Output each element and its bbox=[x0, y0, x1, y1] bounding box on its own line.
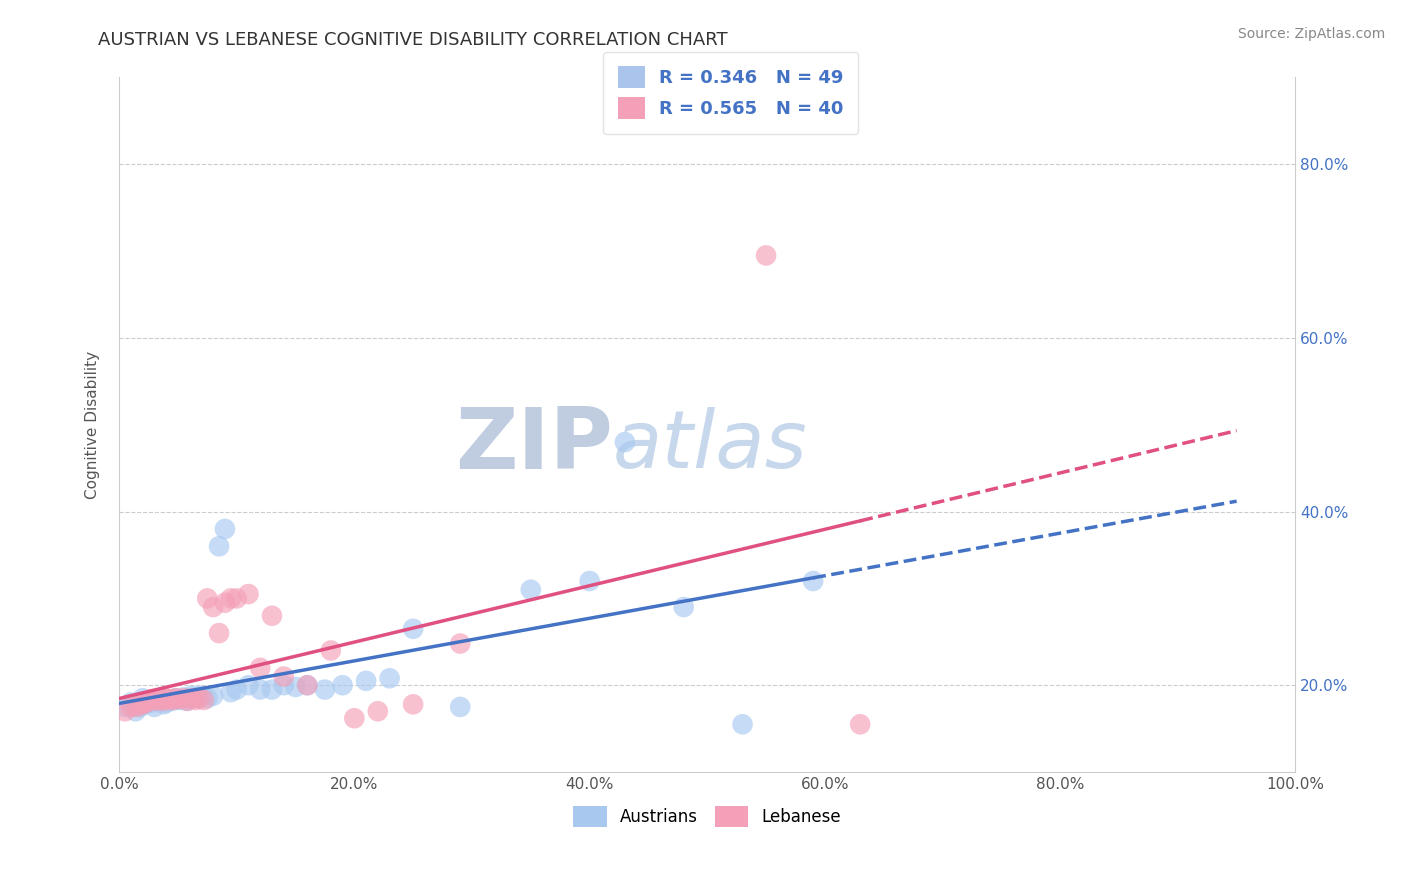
Point bbox=[125, 700, 148, 714]
Point bbox=[176, 694, 198, 708]
Point bbox=[225, 682, 247, 697]
Point bbox=[124, 704, 146, 718]
Point bbox=[155, 696, 177, 710]
Point bbox=[190, 689, 212, 703]
Point bbox=[214, 522, 236, 536]
Point bbox=[169, 693, 191, 707]
Point bbox=[138, 694, 160, 708]
Point bbox=[152, 698, 174, 712]
Point bbox=[297, 678, 319, 692]
Point bbox=[219, 685, 242, 699]
Point bbox=[249, 661, 271, 675]
Point bbox=[367, 704, 389, 718]
Point bbox=[157, 693, 180, 707]
Point bbox=[202, 689, 225, 703]
Point bbox=[284, 680, 307, 694]
Point bbox=[849, 717, 872, 731]
Point bbox=[520, 582, 543, 597]
Point bbox=[131, 691, 153, 706]
Point bbox=[195, 691, 218, 706]
Point bbox=[173, 691, 195, 706]
Point bbox=[114, 700, 136, 714]
Point bbox=[155, 691, 177, 706]
Point bbox=[249, 682, 271, 697]
Point bbox=[801, 574, 824, 588]
Point bbox=[188, 691, 211, 706]
Point bbox=[332, 678, 354, 692]
Point bbox=[193, 693, 215, 707]
Point bbox=[179, 691, 201, 706]
Point bbox=[195, 591, 218, 606]
Point bbox=[176, 694, 198, 708]
Point bbox=[219, 591, 242, 606]
Point bbox=[449, 700, 471, 714]
Legend: Austrians, Lebanese: Austrians, Lebanese bbox=[567, 799, 848, 833]
Point bbox=[157, 692, 180, 706]
Point bbox=[149, 691, 172, 706]
Point bbox=[343, 711, 366, 725]
Point bbox=[184, 693, 207, 707]
Point bbox=[160, 693, 183, 707]
Point bbox=[319, 643, 342, 657]
Point bbox=[134, 698, 156, 712]
Point bbox=[731, 717, 754, 731]
Point bbox=[138, 694, 160, 708]
Point bbox=[131, 698, 153, 712]
Point bbox=[160, 694, 183, 708]
Point bbox=[181, 691, 204, 706]
Point bbox=[238, 678, 260, 692]
Point bbox=[129, 698, 152, 712]
Point bbox=[755, 248, 778, 262]
Point bbox=[143, 700, 166, 714]
Point bbox=[273, 678, 295, 692]
Point bbox=[449, 636, 471, 650]
Text: Source: ZipAtlas.com: Source: ZipAtlas.com bbox=[1237, 27, 1385, 41]
Point bbox=[167, 692, 190, 706]
Point bbox=[297, 678, 319, 692]
Point bbox=[114, 704, 136, 718]
Point bbox=[578, 574, 600, 588]
Point bbox=[260, 682, 283, 697]
Point bbox=[149, 691, 172, 706]
Point bbox=[120, 700, 142, 714]
Point bbox=[672, 600, 695, 615]
Point bbox=[141, 696, 163, 710]
Text: atlas: atlas bbox=[613, 407, 808, 484]
Text: AUSTRIAN VS LEBANESE COGNITIVE DISABILITY CORRELATION CHART: AUSTRIAN VS LEBANESE COGNITIVE DISABILIT… bbox=[98, 31, 728, 49]
Point bbox=[273, 669, 295, 683]
Point bbox=[145, 694, 167, 708]
Point bbox=[181, 689, 204, 703]
Point bbox=[354, 673, 377, 688]
Point bbox=[188, 691, 211, 706]
Point bbox=[208, 626, 231, 640]
Point bbox=[165, 691, 187, 706]
Point bbox=[141, 692, 163, 706]
Point bbox=[165, 691, 187, 706]
Point bbox=[129, 700, 152, 714]
Point bbox=[202, 600, 225, 615]
Point bbox=[120, 696, 142, 710]
Point bbox=[208, 539, 231, 553]
Point bbox=[145, 694, 167, 708]
Point bbox=[152, 694, 174, 708]
Point bbox=[214, 596, 236, 610]
Point bbox=[238, 587, 260, 601]
Point bbox=[613, 435, 636, 450]
Point bbox=[402, 698, 425, 712]
Point bbox=[402, 622, 425, 636]
Text: ZIP: ZIP bbox=[456, 404, 613, 487]
Point bbox=[173, 690, 195, 705]
Point bbox=[167, 692, 190, 706]
Y-axis label: Cognitive Disability: Cognitive Disability bbox=[86, 351, 100, 499]
Point bbox=[225, 591, 247, 606]
Point bbox=[314, 682, 336, 697]
Point bbox=[378, 671, 401, 685]
Point bbox=[184, 690, 207, 705]
Point bbox=[260, 608, 283, 623]
Point bbox=[135, 696, 157, 710]
